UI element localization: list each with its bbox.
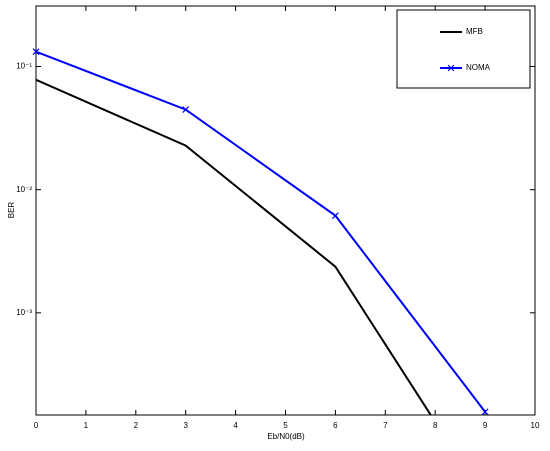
y-tick-label: 10⁻³ (16, 308, 32, 317)
marker (182, 106, 190, 114)
x-tick-label: 0 (34, 421, 39, 430)
legend-label: NOMA (466, 63, 491, 72)
x-tick-label: 8 (433, 421, 438, 430)
y-tick-label: 10⁻¹ (16, 62, 32, 71)
marker (32, 48, 40, 56)
series-line (36, 50, 486, 413)
legend-marker (447, 64, 455, 72)
x-axis-label: Eb/N0(dB) (267, 432, 305, 441)
x-tick-label: 2 (134, 421, 139, 430)
x-tick-label: 5 (283, 421, 288, 430)
legend-box (396, 9, 531, 89)
x-tick-label: 7 (383, 421, 388, 430)
x-tick-label: 3 (183, 421, 188, 430)
y-axis-label: BER (7, 202, 16, 219)
x-tick-label: 6 (333, 421, 338, 430)
y-tick-label: 10⁻² (16, 185, 32, 194)
series-line (36, 78, 432, 415)
x-tick-label: 4 (233, 421, 238, 430)
marker (331, 212, 339, 220)
x-tick-label: 9 (483, 421, 488, 430)
x-tick-label: 1 (84, 421, 89, 430)
x-tick-label: 10 (531, 421, 540, 430)
marker (481, 408, 489, 416)
legend-label: MFB (466, 27, 483, 36)
